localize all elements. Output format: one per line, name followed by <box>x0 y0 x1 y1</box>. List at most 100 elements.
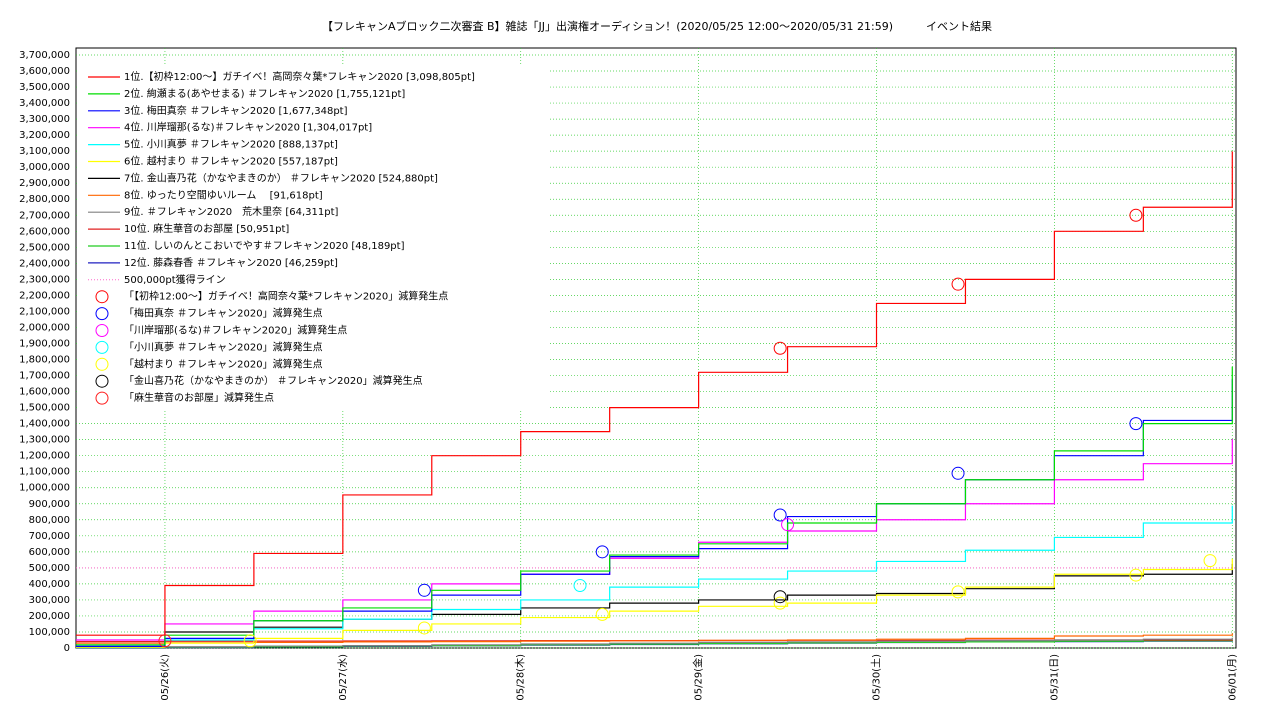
y-tick-label: 2,800,000 <box>19 194 70 205</box>
legend-label: 「小川真夢 ＃フレキャン2020」減算発生点 <box>124 340 323 353</box>
decrement-marker <box>773 341 787 355</box>
legend-label: 「越村まり ＃フレキャン2020」減算発生点 <box>124 357 323 370</box>
y-tick-label: 3,000,000 <box>19 162 70 173</box>
decrement-marker <box>951 277 965 291</box>
legend-swatch <box>95 357 109 371</box>
y-tick-label: 2,300,000 <box>19 274 70 285</box>
y-tick-label: 2,500,000 <box>19 242 70 253</box>
y-tick-label: 3,100,000 <box>19 146 70 157</box>
y-tick-label: 900,000 <box>29 499 70 510</box>
series-line <box>76 633 1233 644</box>
series-line <box>76 505 1233 647</box>
legend-label: 7位. 金山喜乃花（かなやまきのか） ＃フレキャン2020 [524,880pt… <box>124 171 438 184</box>
legend-label: 4位. 川岸瑠那(るな)＃フレキャン2020 [1,304,017pt] <box>124 121 372 134</box>
legend-box <box>77 64 549 410</box>
legend-swatch <box>95 391 109 405</box>
decrement-marker <box>773 590 787 604</box>
y-tick-label: 3,400,000 <box>19 98 70 109</box>
y-tick-label: 2,400,000 <box>19 258 70 269</box>
legend-swatch <box>95 340 109 354</box>
legend-label: 1位.【初枠12:00〜】ガチイベ！高岡奈々葉*フレキャン2020 [3,098… <box>124 70 475 83</box>
y-tick-label: 1,900,000 <box>19 338 70 349</box>
legend-label: 3位. 梅田真奈 ＃フレキャン2020 [1,677,348pt] <box>124 104 348 117</box>
decrement-marker <box>1129 568 1143 582</box>
series-line <box>76 151 1233 636</box>
y-tick-label: 400,000 <box>29 579 70 590</box>
decrement-marker <box>595 607 609 621</box>
y-tick-label: 2,200,000 <box>19 290 70 301</box>
x-tick-label: 05/30(土) <box>870 654 883 701</box>
x-tick-label: 05/28(木) <box>515 654 527 701</box>
decrement-marker <box>417 583 431 597</box>
legend-label: 5位. 小川真夢 ＃フレキャン2020 [888,137pt] <box>124 138 338 151</box>
legend-label: 8位. ゆったり空間ゆいルーム [91,618pt] <box>124 188 323 201</box>
x-tick-label: 05/27(水) <box>337 654 349 701</box>
legend-label: 2位. 絢瀬まる(あやせまる) ＃フレキャン2020 [1,755,121pt] <box>124 87 405 100</box>
y-tick-label: 1,500,000 <box>19 403 70 414</box>
x-tick-label: 05/26(火) <box>159 654 171 701</box>
y-tick-label: 0 <box>64 643 70 654</box>
y-tick-label: 1,400,000 <box>19 419 70 430</box>
y-tick-label: 500,000 <box>29 563 70 574</box>
legend-label: 6位. 越村まり ＃フレキャン2020 [557,187pt] <box>124 155 338 168</box>
y-tick-label: 3,700,000 <box>19 50 70 61</box>
y-tick-label: 800,000 <box>29 515 70 526</box>
y-tick-label: 3,500,000 <box>19 82 70 93</box>
decrement-marker <box>1129 208 1143 222</box>
legend-swatch <box>95 307 109 321</box>
legend-label: 12位. 藤森春香 ＃フレキャン2020 [46,259pt] <box>124 256 338 269</box>
series-line <box>76 637 1233 648</box>
legend-label: 「梅田真奈 ＃フレキャン2020」減算発生点 <box>124 307 323 320</box>
legend-label: 「川岸瑠那(るな)＃フレキャン2020」減算発生点 <box>124 324 347 337</box>
y-tick-label: 2,900,000 <box>19 178 70 189</box>
legend-label: 10位. 麻生華音のお部屋 [50,951pt] <box>124 222 289 235</box>
series-line <box>76 558 1233 648</box>
legend-label: 11位. しいのんとこおいでやす＃フレキャン2020 [48,189pt] <box>124 239 405 252</box>
x-tick-label: 05/31(日) <box>1049 654 1060 701</box>
legend-label: 500,000pt獲得ライン <box>124 273 226 286</box>
decrement-marker <box>595 545 609 559</box>
decrement-marker <box>158 634 172 648</box>
y-tick-label: 300,000 <box>29 595 70 606</box>
decrement-marker <box>773 596 787 610</box>
decrement-marker <box>773 508 787 522</box>
decrement-marker <box>1129 417 1143 431</box>
legend-swatch <box>95 290 109 304</box>
y-tick-label: 700,000 <box>29 531 70 542</box>
legend-swatch <box>95 374 109 388</box>
y-tick-label: 200,000 <box>29 611 70 622</box>
y-tick-label: 1,800,000 <box>19 355 70 366</box>
y-tick-label: 1,600,000 <box>19 387 70 398</box>
legend-label: 「麻生華音のお部屋」減算発生点 <box>124 391 274 404</box>
y-tick-label: 1,300,000 <box>19 435 70 446</box>
decrement-marker <box>781 518 795 532</box>
y-tick-label: 2,000,000 <box>19 322 70 333</box>
decrement-marker <box>1203 554 1217 568</box>
y-tick-label: 1,700,000 <box>19 371 70 382</box>
y-tick-label: 3,200,000 <box>19 130 70 141</box>
y-tick-label: 1,000,000 <box>19 483 70 494</box>
legend-label: 「【初枠12:00〜】ガチイベ！高岡奈々葉*フレキャン2020」減算発生点 <box>124 290 448 303</box>
chart-title: 【フレキャンAブロック二次審査 B】雑誌「JJ」出演権オーディション！(2020… <box>322 19 992 33</box>
decrement-marker <box>243 634 257 648</box>
y-tick-label: 3,300,000 <box>19 114 70 125</box>
legend-label: 9位. ＃フレキャン2020 荒木里奈 [64,311pt] <box>124 205 339 218</box>
series-line <box>76 640 1233 649</box>
legend-label: 「金山喜乃花（かなやまきのか） ＃フレキャン2020」減算発生点 <box>124 374 423 387</box>
y-tick-label: 2,100,000 <box>19 306 70 317</box>
y-tick-label: 1,200,000 <box>19 451 70 462</box>
legend-swatch <box>95 324 109 337</box>
y-tick-label: 2,600,000 <box>19 226 70 237</box>
decrement-marker <box>951 466 965 480</box>
x-tick-label: 06/01(月) <box>1226 654 1238 701</box>
series-line <box>76 366 1233 646</box>
series-line <box>76 439 1233 641</box>
y-tick-label: 600,000 <box>29 547 70 558</box>
decrement-marker <box>573 578 587 592</box>
decrement-marker <box>417 621 431 635</box>
x-tick-label: 05/29(金) <box>692 654 705 701</box>
y-tick-label: 100,000 <box>29 627 70 638</box>
y-tick-label: 2,700,000 <box>19 210 70 221</box>
decrement-marker <box>951 585 965 599</box>
